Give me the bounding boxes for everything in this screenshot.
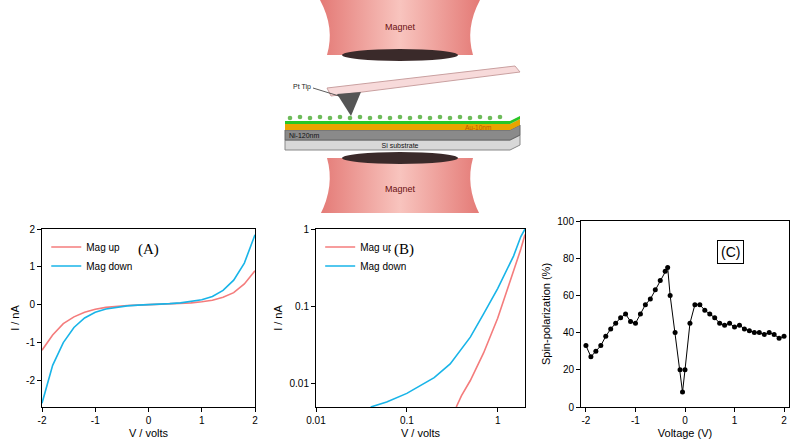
svg-text:-1: -1 bbox=[631, 415, 640, 426]
svg-text:60: 60 bbox=[563, 290, 575, 301]
svg-text:1: 1 bbox=[29, 261, 35, 272]
svg-text:Pt Tip: Pt Tip bbox=[293, 83, 311, 91]
svg-text:1: 1 bbox=[303, 224, 309, 235]
svg-text:-1: -1 bbox=[91, 415, 100, 426]
svg-text:-2: -2 bbox=[26, 375, 35, 386]
svg-text:(A): (A) bbox=[138, 241, 159, 258]
svg-text:Mag down: Mag down bbox=[86, 261, 132, 272]
svg-text:Au-10nm: Au-10nm bbox=[465, 124, 491, 131]
svg-text:1: 1 bbox=[495, 415, 501, 426]
svg-text:Si substrate: Si substrate bbox=[382, 142, 419, 149]
svg-text:0: 0 bbox=[568, 402, 574, 413]
svg-text:0.01: 0.01 bbox=[290, 378, 310, 389]
svg-text:-1: -1 bbox=[26, 337, 35, 348]
svg-text:Ni-120nm: Ni-120nm bbox=[289, 132, 320, 139]
svg-text:0: 0 bbox=[29, 299, 35, 310]
svg-text:-2: -2 bbox=[38, 415, 47, 426]
svg-text:Mag up: Mag up bbox=[360, 242, 394, 253]
svg-text:Magnet: Magnet bbox=[385, 184, 416, 194]
svg-text:0: 0 bbox=[146, 415, 152, 426]
svg-text:(B): (B) bbox=[394, 241, 414, 258]
svg-text:0: 0 bbox=[682, 415, 688, 426]
svg-text:0.1: 0.1 bbox=[400, 415, 414, 426]
svg-text:Voltage (V): Voltage (V) bbox=[658, 427, 712, 439]
svg-text:0.01: 0.01 bbox=[306, 415, 326, 426]
svg-text:2: 2 bbox=[252, 415, 258, 426]
svg-text:1: 1 bbox=[732, 415, 738, 426]
svg-text:V / volts: V / volts bbox=[401, 427, 441, 439]
svg-text:I / nA: I / nA bbox=[272, 305, 284, 331]
svg-text:80: 80 bbox=[563, 253, 575, 264]
svg-text:Mag down: Mag down bbox=[360, 261, 406, 272]
svg-text:0.1: 0.1 bbox=[295, 301, 309, 312]
svg-text:I / nA: I / nA bbox=[9, 305, 21, 331]
svg-text:2: 2 bbox=[781, 415, 787, 426]
svg-text:-2: -2 bbox=[581, 415, 590, 426]
svg-text:100: 100 bbox=[557, 216, 574, 227]
svg-text:2: 2 bbox=[29, 224, 35, 235]
svg-text:(C): (C) bbox=[721, 244, 740, 260]
svg-text:1: 1 bbox=[199, 415, 205, 426]
svg-text:Spin-polarization (%): Spin-polarization (%) bbox=[540, 263, 552, 365]
svg-text:20: 20 bbox=[563, 364, 575, 375]
svg-text:V / volts: V / volts bbox=[129, 427, 169, 439]
svg-text:40: 40 bbox=[563, 327, 575, 338]
svg-text:Magnet: Magnet bbox=[385, 22, 416, 32]
svg-text:Mag up: Mag up bbox=[86, 242, 120, 253]
